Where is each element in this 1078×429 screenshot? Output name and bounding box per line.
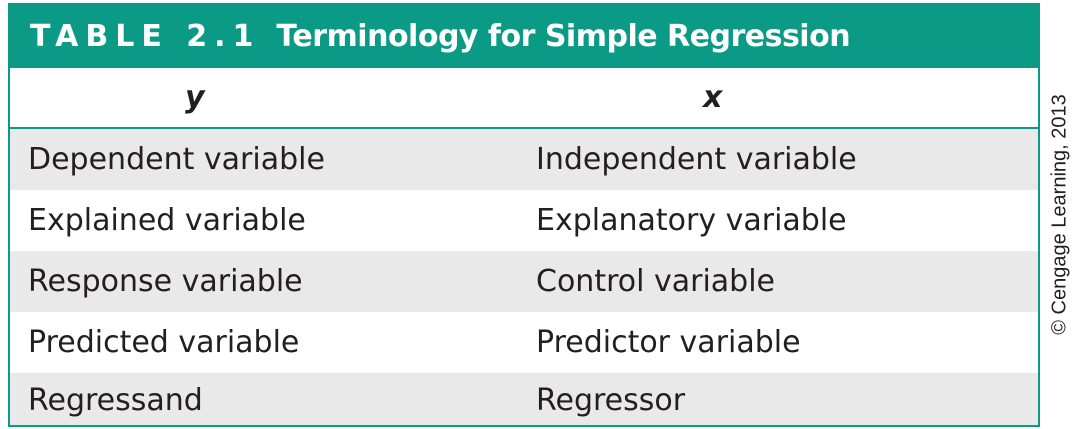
cell-x: Regressor [536, 383, 686, 418]
terminology-table: TABLE 2.1 Terminology for Simple Regress… [8, 3, 1040, 427]
table-row: Response variable Control variable [10, 251, 1038, 312]
cell-y: Dependent variable [28, 142, 325, 177]
cell-x: Independent variable [536, 142, 857, 177]
table-title-bar: TABLE 2.1 Terminology for Simple Regress… [10, 5, 1038, 68]
column-header-x: x [703, 80, 723, 115]
table-row: Explained variable Explanatory variable [10, 190, 1038, 251]
cell-x: Explanatory variable [536, 203, 847, 238]
cell-x: Predictor variable [536, 325, 801, 360]
cell-y: Regressand [28, 383, 203, 418]
table-row: Regressand Regressor [10, 373, 1038, 425]
copyright-notice: © Cengage Learning, 2013 [1043, 0, 1078, 429]
column-header-y: y [185, 80, 205, 115]
table-row: Predicted variable Predictor variable [10, 312, 1038, 373]
copyright-text: © Cengage Learning, 2013 [1049, 94, 1072, 335]
cell-y: Predicted variable [28, 325, 300, 360]
cell-x: Control variable [536, 264, 776, 299]
table-row: Dependent variable Independent variable [10, 129, 1038, 190]
table-number: TABLE 2.1 [30, 19, 261, 54]
table-title: Terminology for Simple Regression [276, 19, 851, 54]
table-header-row: y x [10, 68, 1038, 129]
cell-y: Response variable [28, 264, 303, 299]
cell-y: Explained variable [28, 203, 306, 238]
